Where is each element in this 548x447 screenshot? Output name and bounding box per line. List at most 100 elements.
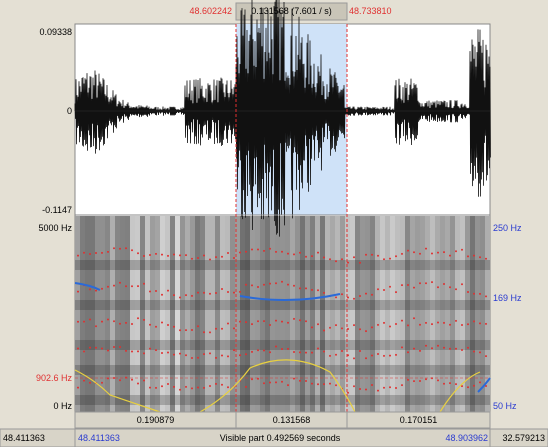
formant-point	[227, 355, 229, 358]
formant-point	[305, 255, 307, 258]
visible-duration[interactable]: Visible part 0.492569 seconds	[219, 433, 341, 443]
formant-point	[269, 324, 271, 326]
segment-cell[interactable]	[346, 411, 491, 429]
formant-point	[215, 382, 217, 385]
formant-point	[383, 289, 385, 291]
formant-point	[227, 252, 229, 254]
spectrogram-column	[325, 216, 330, 412]
formant-point	[113, 377, 115, 379]
formant-point	[125, 247, 127, 250]
spectrogram-column	[385, 216, 390, 412]
spectrogram-column	[360, 216, 365, 412]
formant-point	[365, 330, 367, 333]
formant-point	[425, 378, 427, 381]
formant-point	[179, 254, 181, 257]
formant-point	[251, 284, 253, 287]
spectrogram-column	[415, 216, 420, 412]
formant-point	[467, 386, 469, 389]
spectrogram-column	[235, 216, 240, 412]
formant-point	[353, 324, 355, 327]
formant-point	[461, 349, 463, 351]
formant-point	[299, 287, 301, 290]
formant-point	[287, 384, 289, 387]
formant-point	[239, 354, 241, 357]
formant-point	[317, 323, 319, 326]
formant-point	[371, 326, 373, 329]
formant-point	[323, 291, 325, 294]
formant-point	[281, 380, 283, 383]
formant-point	[395, 387, 397, 389]
segment-duration[interactable]: 0.131568	[272, 415, 311, 425]
formant-point	[431, 347, 433, 350]
formant-point	[305, 320, 307, 323]
formant-point	[107, 250, 109, 253]
formant-point	[455, 347, 457, 350]
spectrogram-column	[155, 216, 160, 412]
intensity-contour	[74, 359, 481, 413]
formant-point	[101, 347, 103, 350]
formant-point	[425, 282, 427, 285]
formant-point	[371, 293, 373, 296]
formant-point	[101, 320, 103, 323]
formant-point	[335, 324, 337, 327]
formant-point	[443, 346, 445, 349]
formant-point	[389, 386, 391, 389]
formant-point	[401, 384, 403, 387]
formant-point	[473, 254, 475, 257]
formant-point	[341, 293, 343, 296]
formant-point	[461, 385, 463, 388]
visible-cell[interactable]	[74, 428, 491, 447]
formant-point	[131, 378, 133, 381]
formant-point	[281, 348, 283, 350]
segment-duration[interactable]: 0.190879	[136, 415, 175, 425]
formant-point	[473, 320, 475, 323]
spectrogram-column	[105, 216, 110, 412]
formant-point	[329, 382, 331, 385]
spectrogram-column	[140, 216, 145, 412]
formant-point	[485, 322, 487, 325]
formant-point	[305, 287, 307, 290]
formant-point	[383, 321, 385, 324]
formant-point	[365, 253, 367, 256]
selection-end: 48.733810	[349, 6, 392, 16]
formant-point	[341, 258, 343, 261]
formant-point	[275, 282, 277, 285]
formant-point	[407, 249, 409, 252]
formant-point	[287, 283, 289, 286]
formant-point	[323, 329, 325, 332]
formant-point	[413, 251, 415, 254]
formant-point	[407, 324, 409, 327]
formant-point	[311, 326, 313, 329]
spectrogram-column	[255, 216, 260, 412]
formant-point	[131, 350, 133, 353]
formant-point	[263, 320, 265, 323]
spectrogram-column	[395, 216, 400, 412]
spectrogram-column	[165, 216, 170, 412]
visible-end: 48.903962	[445, 433, 488, 443]
formant-point	[89, 318, 91, 321]
formant-point	[449, 347, 451, 350]
formant-point	[407, 284, 409, 286]
formant-point	[371, 384, 373, 386]
formant-point	[365, 388, 367, 391]
formant-point	[263, 349, 265, 352]
formant-point	[131, 249, 133, 252]
formant-point	[239, 251, 241, 254]
spectrogram-column	[215, 216, 220, 412]
spectrogram-column	[355, 216, 360, 412]
formant-point	[485, 355, 487, 358]
pitch-contour	[74, 282, 491, 393]
formant-point	[161, 293, 163, 296]
segment-duration[interactable]: 0.170151	[399, 415, 438, 425]
formant-point	[449, 323, 451, 326]
spectrogram-column	[95, 216, 100, 412]
formant-point	[101, 381, 103, 384]
formant-point	[173, 385, 175, 388]
formant-point	[335, 384, 337, 387]
formant-point	[137, 382, 139, 385]
formant-point	[341, 327, 343, 330]
formant-point	[347, 296, 349, 299]
spectrogram-column	[285, 216, 290, 412]
spectrogram-column	[240, 216, 245, 412]
